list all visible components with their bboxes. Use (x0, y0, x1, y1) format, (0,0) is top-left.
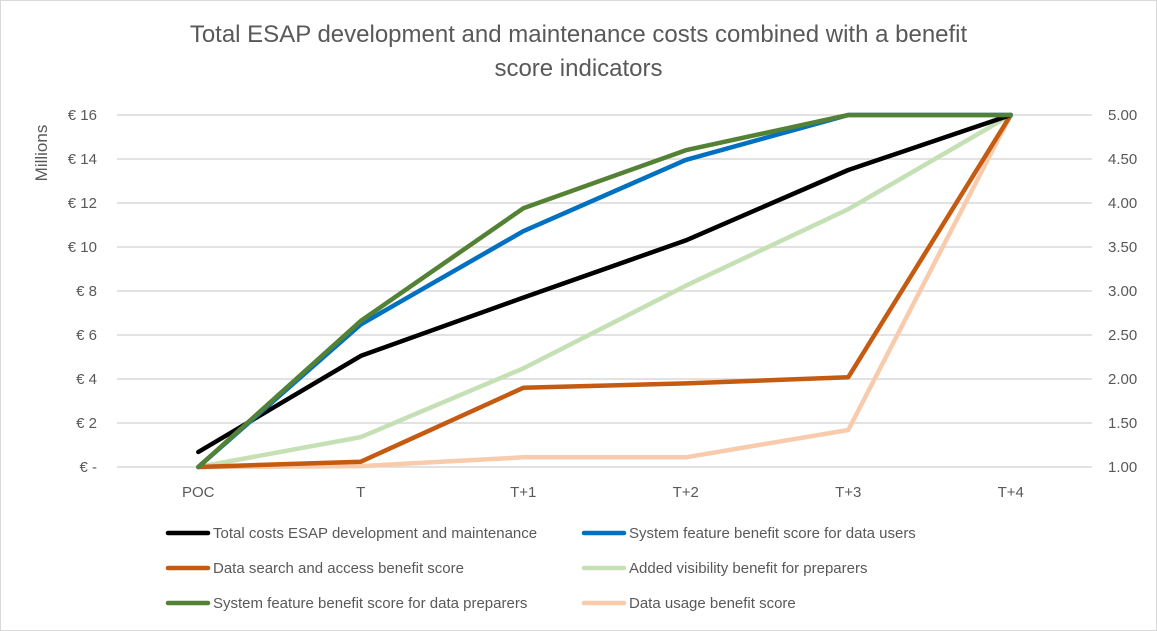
legend-item: System feature benefit score for data pr… (165, 595, 527, 612)
x-tick-label: POC (182, 484, 215, 501)
x-tick-label: T (356, 484, 365, 501)
legend-item: Data search and access benefit score (165, 560, 464, 577)
y-tick-label: € 16 (68, 107, 97, 124)
y2-tick-label: 2.50 (1108, 327, 1137, 344)
y-axis-left: € - € 2 € 4 € 6 € 8 € 10 € 12 € 14 € 16 (68, 107, 97, 476)
series-line-4 (196, 112, 1014, 470)
y-tick-label: € 12 (68, 195, 97, 212)
x-axis: POC T T+1 T+2 T+3 T+4 (182, 484, 1024, 501)
x-tick-label: T+2 (673, 484, 699, 501)
y-axis-title: Millions (32, 125, 51, 182)
legend-label: Data search and access benefit score (213, 560, 464, 577)
y-tick-label: € - (79, 459, 97, 476)
y-tick-label: € 14 (68, 151, 97, 168)
chart-title: Total ESAP development and maintenance c… (0, 18, 1157, 86)
y2-tick-label: 1.50 (1108, 415, 1137, 432)
series-line-0 (196, 112, 1014, 455)
legend-item: Total costs ESAP development and mainten… (165, 525, 537, 542)
y-tick-label: € 6 (76, 327, 97, 344)
y2-tick-label: 3.00 (1108, 283, 1137, 300)
legend-label: Data usage benefit score (629, 595, 796, 612)
y-tick-label: € 8 (76, 283, 97, 300)
series-line-3 (196, 112, 1014, 470)
legend-label: System feature benefit score for data pr… (213, 595, 527, 612)
legend-item: Data usage benefit score (581, 595, 796, 612)
y2-tick-label: 5.00 (1108, 107, 1137, 124)
legend-item: System feature benefit score for data us… (581, 525, 916, 542)
gridlines (117, 114, 1092, 468)
y2-tick-label: 3.50 (1108, 239, 1137, 256)
legend-label: System feature benefit score for data us… (629, 525, 916, 542)
x-tick-label: T+3 (835, 484, 861, 501)
x-tick-label: T+1 (510, 484, 536, 501)
x-tick-label: T+4 (998, 484, 1024, 501)
y2-tick-label: 4.50 (1108, 151, 1137, 168)
y-tick-label: € 4 (76, 371, 97, 388)
y2-tick-label: 1.00 (1108, 459, 1137, 476)
chart-title-line-2: score indicators (494, 55, 663, 82)
chart-title-line-1: Total ESAP development and maintenance c… (189, 21, 968, 48)
legend: Total costs ESAP development and mainten… (165, 525, 916, 612)
legend-label: Added visibility benefit for preparers (629, 560, 867, 577)
legend-label: Total costs ESAP development and mainten… (213, 525, 537, 542)
series-lines (196, 112, 1014, 470)
series-line-5 (196, 112, 1014, 470)
y-tick-label: € 10 (68, 239, 97, 256)
y-tick-label: € 2 (76, 415, 97, 432)
y2-tick-label: 2.00 (1108, 371, 1137, 388)
series-line-2 (196, 112, 1014, 470)
legend-item: Added visibility benefit for preparers (581, 560, 867, 577)
y-axis-right: 1.00 1.50 2.00 2.50 3.00 3.50 4.00 4.50 5.00 (1108, 107, 1137, 476)
y2-tick-label: 4.00 (1108, 195, 1137, 212)
